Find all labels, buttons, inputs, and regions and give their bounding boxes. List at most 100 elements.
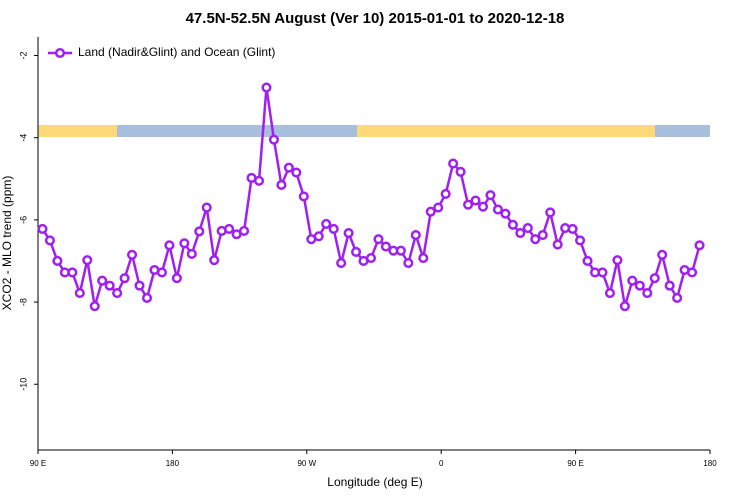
data-point (328, 223, 339, 234)
data-point (537, 230, 548, 241)
data-point (261, 82, 272, 93)
data-point (477, 201, 489, 212)
data-point (395, 245, 406, 256)
legend-marker (54, 47, 66, 59)
data-point (664, 280, 675, 291)
data-point (44, 235, 55, 246)
data-point (433, 202, 444, 213)
data-point (164, 240, 175, 251)
data-point (37, 223, 48, 234)
data-point (276, 179, 287, 190)
x-tick-label: 90 E (567, 459, 583, 468)
data-point (343, 227, 354, 239)
data-point (403, 257, 414, 269)
data-point (575, 235, 586, 246)
ocean (117, 125, 357, 137)
data-point (74, 287, 85, 299)
data-point (649, 273, 660, 284)
data-point (156, 267, 167, 278)
data-point (463, 199, 474, 210)
data-point (500, 208, 511, 219)
data-point (171, 273, 182, 284)
data-point (642, 287, 653, 299)
data-point (567, 223, 578, 234)
data-point (530, 234, 541, 245)
data-point (597, 267, 608, 278)
data-point (515, 227, 526, 239)
land (357, 125, 655, 137)
data-point (545, 207, 556, 218)
data-point (440, 188, 451, 200)
data-point (634, 280, 645, 291)
data-point (179, 238, 190, 249)
data-point (522, 223, 533, 234)
data-point (336, 257, 347, 269)
data-point (410, 230, 421, 241)
data-point (313, 231, 324, 242)
data-point (224, 223, 235, 234)
data-point (604, 287, 615, 299)
data-point (291, 167, 302, 178)
legend-label: Land (Nadir&Glint) and Ocean (Glint) (78, 45, 275, 59)
data-point (552, 239, 563, 250)
data-point (351, 246, 362, 257)
data-point (239, 225, 250, 237)
data-point (127, 249, 138, 260)
x-tick-label: 90 E (30, 459, 46, 468)
data-point (373, 234, 384, 245)
data-point (425, 206, 436, 217)
data-point (201, 202, 212, 213)
data-point (283, 162, 294, 173)
data-point (657, 249, 668, 260)
data-point (582, 255, 593, 267)
data-point (52, 255, 63, 267)
chart-title: 47.5N-52.5N August (Ver 10) 2015-01-01 t… (186, 10, 565, 27)
data-point (194, 226, 205, 237)
data-point (253, 175, 265, 186)
data-point (112, 287, 123, 299)
ocean (655, 125, 710, 137)
data-point (97, 275, 108, 286)
land-ocean-strip (38, 125, 710, 137)
y-tick-label: -4 (18, 134, 28, 142)
x-tick-label: 0 (439, 459, 444, 468)
data-point (67, 267, 78, 278)
data-point (455, 166, 466, 177)
data-point (141, 292, 153, 304)
data-point (268, 134, 279, 145)
data-point (492, 204, 503, 215)
land (38, 125, 117, 137)
data-point (485, 190, 496, 201)
data-point (321, 218, 332, 230)
data-point (687, 267, 698, 278)
data-point (365, 253, 377, 264)
y-tick-label: -8 (18, 298, 28, 306)
data-point (612, 255, 623, 266)
x-tick-label: 180 (703, 459, 717, 468)
x-axis-label: Longitude (deg E) (327, 475, 422, 489)
data-point (134, 280, 145, 291)
data-point (627, 275, 638, 286)
data-point (448, 158, 459, 169)
y-tick-label: -10 (18, 378, 28, 391)
data-point (186, 248, 197, 260)
data-point (507, 219, 518, 230)
data-point (418, 253, 429, 264)
y-axis-label: XCO2 - MLO trend (ppm) (0, 176, 14, 311)
data-point (380, 241, 391, 252)
data-point (694, 240, 705, 251)
x-tick-label: 90 W (297, 459, 316, 468)
data-point (82, 255, 93, 266)
data-point (672, 292, 683, 304)
x-tick-label: 180 (166, 459, 180, 468)
data-point (119, 273, 130, 284)
data-point (619, 301, 630, 312)
data-point (470, 195, 481, 206)
data-point (104, 280, 115, 291)
data-point (89, 301, 100, 312)
y-tick-label: -6 (18, 216, 28, 224)
data-point (209, 255, 220, 266)
data-point (298, 191, 309, 202)
y-tick-label: -2 (18, 51, 28, 59)
